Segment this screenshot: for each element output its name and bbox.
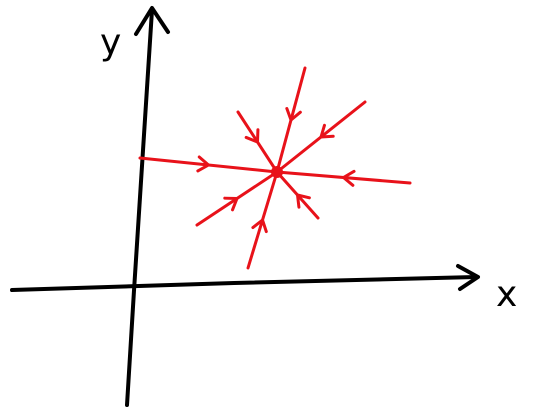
y-axis-arrowhead — [134, 6, 170, 36]
trajectory-arrow — [296, 193, 311, 209]
stable-node — [271, 166, 283, 178]
trajectories — [138, 66, 412, 270]
x-axis-label: x — [496, 274, 517, 315]
x-axis-arrowhead — [456, 264, 480, 291]
x-axis — [10, 275, 478, 292]
trajectory-arrow — [223, 196, 239, 212]
trajectory-arrow — [196, 155, 210, 173]
trajectory-arrow — [285, 107, 302, 122]
trajectory-arrow — [342, 169, 356, 187]
trajectory-arrow — [244, 128, 260, 144]
trajectory-arrow — [319, 123, 335, 139]
y-axis-label: y — [100, 22, 121, 63]
axes: y x — [10, 6, 517, 407]
y-axis — [125, 8, 154, 407]
trajectory-arrow — [251, 218, 268, 234]
